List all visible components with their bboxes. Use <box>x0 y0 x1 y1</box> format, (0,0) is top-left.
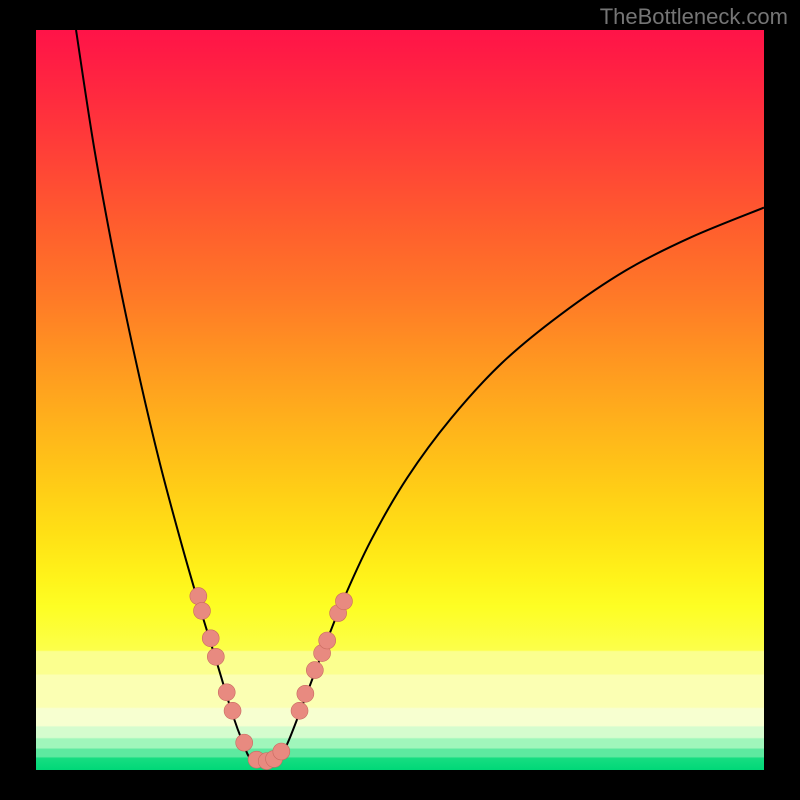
data-marker <box>273 743 290 760</box>
data-marker <box>218 684 235 701</box>
watermark-text: TheBottleneck.com <box>600 4 788 30</box>
data-marker <box>224 702 241 719</box>
data-marker <box>297 685 314 702</box>
chart-frame: TheBottleneck.com <box>0 0 800 800</box>
data-marker <box>335 593 352 610</box>
plot-area <box>36 30 764 770</box>
data-marker <box>291 702 308 719</box>
data-marker <box>236 734 253 751</box>
data-marker <box>202 630 219 647</box>
curve-layer <box>36 30 764 770</box>
data-marker <box>193 602 210 619</box>
data-marker <box>306 662 323 679</box>
bottleneck-curve <box>76 30 764 764</box>
markers-group <box>190 588 353 770</box>
data-marker <box>190 588 207 605</box>
data-marker <box>319 632 336 649</box>
data-marker <box>207 648 224 665</box>
